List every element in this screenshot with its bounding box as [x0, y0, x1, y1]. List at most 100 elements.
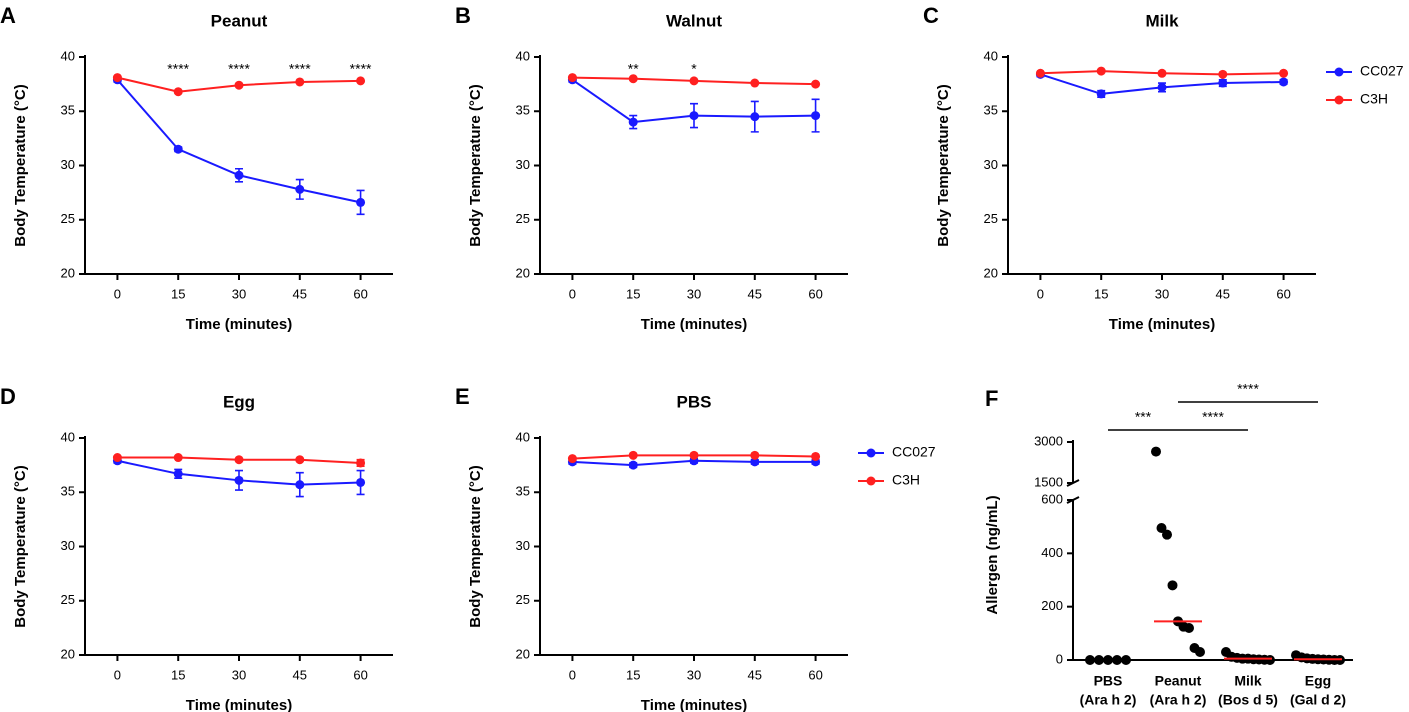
data-point: [750, 457, 760, 467]
y-axis-label: Body Temperature (°C): [12, 84, 29, 246]
y-tick-label: 40: [61, 48, 75, 63]
x-axis-label: Time (minutes): [1109, 316, 1215, 333]
data-point: [1218, 78, 1228, 88]
y-tick-label: 40: [516, 48, 530, 63]
data-point: [1195, 647, 1205, 657]
y-axis-label: Body Temperature (°C): [467, 84, 484, 246]
y-axis-label: Allergen (ng/mL): [984, 495, 1001, 614]
y-tick-label: 20: [516, 265, 530, 280]
panel-letter: D: [0, 384, 16, 409]
x-tick-label: 60: [808, 286, 822, 301]
data-point: [295, 77, 305, 87]
x-axis-label: Time (minutes): [186, 316, 292, 333]
y-tick-label: 25: [516, 592, 530, 607]
data-point: [628, 117, 638, 127]
x-tick-label: 60: [1276, 286, 1290, 301]
significance: **: [628, 61, 639, 77]
data-point: [750, 450, 760, 460]
y-tick-label: 30: [61, 157, 75, 172]
y-tick-label: 30: [516, 157, 530, 172]
x-tick-label: 15: [171, 667, 185, 682]
x-tick-label: 30: [232, 667, 246, 682]
y-tick-label: 40: [61, 429, 75, 444]
data-point: [567, 73, 577, 83]
x-tick-label: (Bos d 5): [1218, 692, 1278, 708]
chart-title: PBS: [677, 392, 712, 411]
data-point: [811, 79, 821, 89]
data-point: [1035, 68, 1045, 78]
data-point: [689, 76, 699, 86]
chart-title: Peanut: [211, 11, 268, 30]
data-point: [628, 450, 638, 460]
data-point: [1184, 623, 1194, 633]
y-tick-label: 25: [61, 592, 75, 607]
x-tick-label: 30: [1155, 286, 1169, 301]
y-tick-label: 0: [1056, 651, 1063, 666]
data-point: [112, 73, 122, 83]
y-tick-label: 25: [61, 211, 75, 226]
data-point: [1279, 77, 1289, 87]
data-point: [689, 111, 699, 121]
data-point: [173, 453, 183, 463]
data-point: [1218, 69, 1228, 79]
data-point: [628, 460, 638, 470]
legend-marker: [866, 448, 876, 458]
data-point: [1121, 655, 1131, 665]
x-axis-label: Time (minutes): [186, 697, 292, 712]
y-tick-label: 35: [516, 103, 530, 118]
data-point: [1156, 523, 1167, 533]
data-point: [173, 469, 183, 479]
data-point: [356, 197, 366, 207]
data-point: [1094, 655, 1104, 665]
x-tick-label: 45: [748, 286, 762, 301]
y-axis-label: Body Temperature (°C): [467, 465, 484, 627]
data-point: [234, 475, 244, 485]
x-tick-label: 45: [748, 667, 762, 682]
data-point: [1157, 68, 1167, 78]
x-tick-label: Peanut: [1155, 673, 1202, 689]
x-tick-label: 30: [687, 286, 701, 301]
x-tick-label: (Ara h 2): [1150, 692, 1207, 708]
legend-marker: [1334, 95, 1344, 105]
y-tick-label: 25: [984, 211, 998, 226]
legend-label: C3H: [892, 472, 920, 488]
x-tick-label: Egg: [1305, 673, 1331, 689]
y-tick-label: 20: [516, 646, 530, 661]
significance: ***: [1135, 409, 1152, 425]
y-axis-label: Body Temperature (°C): [935, 84, 952, 246]
legend-label: CC027: [1360, 63, 1404, 79]
x-tick-label: 15: [1094, 286, 1108, 301]
x-tick-label: 15: [626, 667, 640, 682]
data-point: [1112, 655, 1122, 665]
y-tick-label: 25: [516, 211, 530, 226]
data-point: [689, 450, 699, 460]
data-point: [750, 78, 760, 88]
y-tick-label: 35: [61, 103, 75, 118]
x-tick-label: 60: [353, 286, 367, 301]
data-point: [234, 170, 244, 180]
legend-label: C3H: [1360, 91, 1388, 107]
data-point: [356, 458, 366, 468]
y-tick-label: 35: [61, 484, 75, 499]
y-tick-label: 20: [984, 265, 998, 280]
x-tick-label: Milk: [1234, 673, 1261, 689]
data-point: [295, 480, 305, 490]
data-point: [1096, 89, 1106, 99]
panel-letter: B: [455, 3, 471, 28]
x-tick-label: 15: [171, 286, 185, 301]
panel-letter: F: [985, 386, 998, 411]
data-point: [1162, 529, 1172, 540]
panel-letter: E: [455, 384, 470, 409]
x-tick-label: 45: [293, 667, 307, 682]
x-tick-label: 45: [293, 286, 307, 301]
panel-letter: A: [0, 3, 16, 28]
y-tick-label: 400: [1041, 545, 1063, 560]
data-point: [811, 451, 821, 461]
data-point: [750, 112, 760, 122]
x-tick-label: 60: [808, 667, 822, 682]
x-tick-label: 60: [353, 667, 367, 682]
y-tick-label: 35: [984, 103, 998, 118]
significance: ****: [1237, 381, 1259, 397]
significance: ****: [167, 61, 189, 77]
